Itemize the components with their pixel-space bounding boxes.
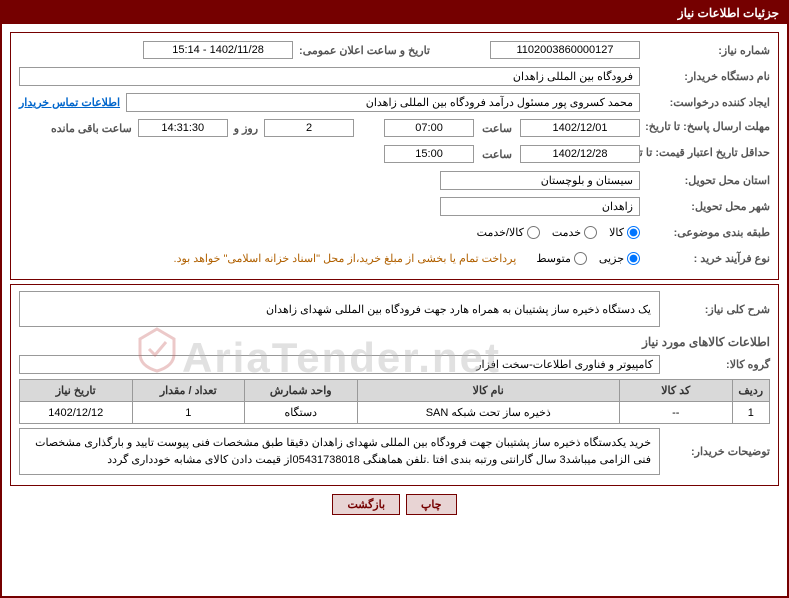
cat-goods-service-option[interactable]: کالا/خدمت	[477, 226, 540, 239]
city-value: زاهدان	[440, 197, 640, 216]
td-need-date: 1402/12/12	[20, 402, 133, 424]
buyer-org-label: نام دستگاه خریدار:	[640, 70, 770, 83]
response-date-value: 1402/12/01	[520, 119, 640, 137]
category-radio-group: کالا خدمت کالا/خدمت	[477, 226, 640, 239]
main-info-section: شماره نیاز: 1102003860000127 تاریخ و ساع…	[10, 32, 779, 280]
province-value: سیستان و بلوچستان	[440, 171, 640, 190]
cat-goods-service-radio[interactable]	[527, 226, 540, 239]
items-table: ردیف کد کالا نام کالا واحد شمارش تعداد /…	[19, 379, 770, 424]
buyer-org-value: فرودگاه بین المللی زاهدان	[19, 67, 640, 86]
goods-group-label: گروه کالا:	[660, 358, 770, 371]
buyer-contact-link[interactable]: اطلاعات تماس خریدار	[19, 96, 120, 109]
cat-goods-option[interactable]: کالا	[609, 226, 640, 239]
need-number-value: 1102003860000127	[490, 41, 640, 59]
td-item-name: ذخیره ساز تحت شبکه SAN	[357, 402, 620, 424]
time-label-1: ساعت	[474, 122, 520, 135]
proc-partial-option[interactable]: جزیی	[599, 252, 640, 265]
need-number-label: شماره نیاز:	[640, 44, 770, 57]
cat-service-option[interactable]: خدمت	[552, 226, 597, 239]
process-radio-group: جزیی متوسط	[536, 252, 640, 265]
proc-medium-radio[interactable]	[574, 252, 587, 265]
announce-datetime-value: 1402/11/28 - 15:14	[143, 41, 293, 59]
panel-title: جزئیات اطلاعات نیاز	[678, 6, 779, 20]
goods-group-value: کامپیوتر و فناوری اطلاعات-سخت افزار	[19, 355, 660, 374]
province-label: استان محل تحویل:	[640, 174, 770, 187]
requester-label: ایجاد کننده درخواست:	[640, 96, 770, 109]
th-need-date: تاریخ نیاز	[20, 380, 133, 402]
requester-value: محمد کسروی پور مسئول درآمد فرودگاه بین ا…	[126, 93, 640, 112]
city-label: شهر محل تحویل:	[640, 200, 770, 213]
cat-service-label: خدمت	[552, 226, 581, 239]
quote-validity-label: حداقل تاریخ اعتبار قیمت: تا تاریخ:	[640, 147, 770, 160]
action-buttons: چاپ بازگشت	[10, 494, 779, 515]
th-unit: واحد شمارش	[245, 380, 358, 402]
buyer-notes-text: خرید یکدستگاه ذخیره ساز پشتیبان جهت فرود…	[19, 428, 660, 475]
cat-goods-label: کالا	[609, 226, 624, 239]
proc-partial-label: جزیی	[599, 252, 624, 265]
category-label: طبقه بندی موضوعی:	[640, 226, 770, 239]
cat-goods-radio[interactable]	[627, 226, 640, 239]
process-type-label: نوع فرآیند خرید :	[640, 252, 770, 265]
days-remaining-value: 2	[264, 119, 354, 137]
days-label: روز و	[228, 122, 264, 135]
th-item-name: نام کالا	[357, 380, 620, 402]
proc-partial-radio[interactable]	[627, 252, 640, 265]
time-label-2: ساعت	[474, 148, 520, 161]
proc-medium-label: متوسط	[536, 252, 571, 265]
table-row: 1 -- ذخیره ساز تحت شبکه SAN دستگاه 1 140…	[20, 402, 770, 424]
th-row-num: ردیف	[732, 380, 770, 402]
response-deadline-label: مهلت ارسال پاسخ: تا تاریخ:	[640, 121, 770, 134]
buyer-notes-label: توضیحات خریدار:	[660, 428, 770, 475]
response-time-value: 07:00	[384, 119, 474, 137]
general-desc-value: یک دستگاه ذخیره ساز پشتیبان به همراه هار…	[19, 291, 660, 327]
payment-note: پرداخت تمام یا بخشی از مبلغ خرید،از محل …	[174, 252, 517, 265]
th-item-code: کد کالا	[620, 380, 733, 402]
print-button[interactable]: چاپ	[406, 494, 457, 515]
announce-datetime-label: تاریخ و ساعت اعلان عمومی:	[299, 44, 430, 57]
td-row-num: 1	[732, 402, 770, 424]
time-remaining-value: 14:31:30	[138, 119, 228, 137]
proc-medium-option[interactable]: متوسط	[536, 252, 587, 265]
remaining-label: ساعت باقی مانده	[51, 122, 138, 135]
cat-service-radio[interactable]	[584, 226, 597, 239]
td-unit: دستگاه	[245, 402, 358, 424]
cat-goods-service-label: کالا/خدمت	[477, 226, 524, 239]
description-section: شرح کلی نیاز: یک دستگاه ذخیره ساز پشتیبا…	[10, 284, 779, 486]
general-desc-label: شرح کلی نیاز:	[660, 303, 770, 316]
th-qty: تعداد / مقدار	[132, 380, 245, 402]
panel-header: جزئیات اطلاعات نیاز	[2, 2, 787, 24]
back-button[interactable]: بازگشت	[332, 494, 400, 515]
table-header-row: ردیف کد کالا نام کالا واحد شمارش تعداد /…	[20, 380, 770, 402]
quote-validity-date-value: 1402/12/28	[520, 145, 640, 163]
quote-validity-time-value: 15:00	[384, 145, 474, 163]
goods-info-label: اطلاعات کالاهای مورد نیاز	[19, 331, 770, 353]
td-qty: 1	[132, 402, 245, 424]
td-item-code: --	[620, 402, 733, 424]
